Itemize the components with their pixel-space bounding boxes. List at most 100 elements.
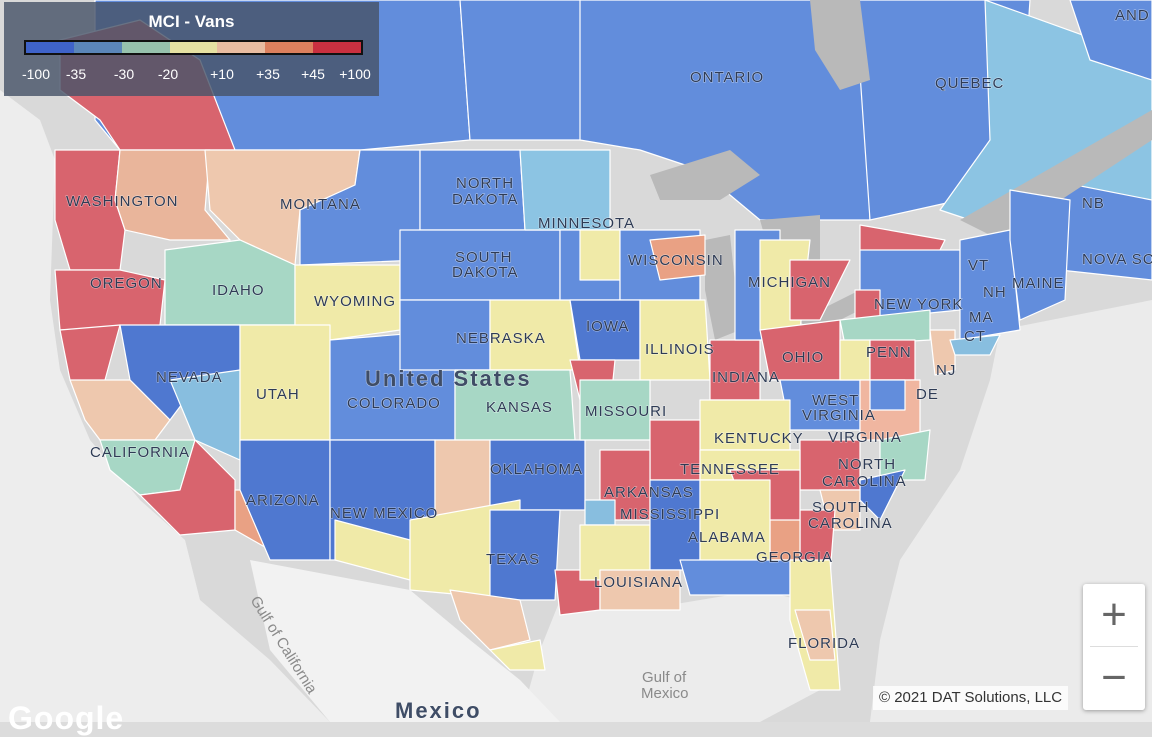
label-arizona: ARIZONA — [246, 492, 320, 509]
legend-swatch — [169, 42, 218, 53]
label-mississippi: MISSISSIPPI — [620, 506, 720, 523]
region-tx-south[interactable] — [489, 639, 546, 671]
zoom-in-button[interactable]: + — [1101, 590, 1127, 639]
legend-swatch — [121, 42, 170, 53]
label-north-dakota-2: DAKOTA — [452, 191, 519, 208]
pacific-ocean — [0, 90, 330, 722]
legend-swatch — [217, 42, 266, 53]
label-kansas: KANSAS — [486, 399, 553, 416]
region-oregon[interactable] — [54, 269, 166, 331]
label-washington: WASHINGTON — [66, 193, 179, 210]
region-illinois[interactable] — [639, 299, 711, 381]
label-south-carolina-1: SOUTH — [812, 499, 870, 516]
label-west-virginia-1: WEST — [812, 392, 859, 409]
region-mn-twin-cities[interactable] — [579, 229, 621, 281]
freight-market-map[interactable]: ONTARIO QUEBEC NB NOVA SC AND WASHINGTON… — [0, 0, 1152, 722]
legend-title: MCI - Vans — [148, 12, 235, 31]
region-florida-central[interactable] — [794, 609, 836, 661]
label-quebec: QUEBEC — [935, 75, 1004, 92]
region-ca-south[interactable] — [139, 439, 236, 536]
label-tennessee: TENNESSEE — [680, 461, 780, 478]
label-north-carolina-1: NORTH — [838, 456, 896, 473]
region-louisiana-south[interactable] — [599, 569, 681, 611]
region-wi-north[interactable] — [649, 234, 706, 281]
label-nebraska: NEBRASKA — [456, 330, 546, 347]
label-iowa: IOWA — [586, 318, 629, 335]
label-wisconsin: WISCONSIN — [628, 252, 724, 269]
region-tx-san-antonio[interactable] — [449, 589, 531, 651]
legend-tick-label: +45 — [301, 66, 325, 82]
label-louisiana: LOUISIANA — [594, 574, 683, 591]
legend-tick-label: +35 — [256, 66, 280, 82]
label-kentucky: KENTUCKY — [714, 430, 804, 447]
lake-superior — [650, 150, 760, 200]
legend-swatch — [73, 42, 122, 53]
region-nj[interactable] — [929, 329, 956, 376]
label-nh: NH — [983, 284, 1007, 301]
label-north-carolina-2: CAROLINA — [822, 473, 907, 490]
region-wyoming[interactable] — [294, 264, 401, 341]
label-new-york: NEW YORK — [874, 296, 963, 313]
mexico-land — [250, 560, 560, 722]
zoom-control: + − — [1083, 584, 1145, 710]
region-arizona[interactable] — [239, 439, 331, 561]
label-nb: NB — [1082, 195, 1105, 212]
region-detroit[interactable] — [789, 259, 851, 321]
hudson-bay — [810, 0, 870, 90]
legend-tick-label: -100 — [21, 66, 51, 82]
label-newfoundland: AND — [1115, 7, 1150, 24]
label-montana: MONTANA — [280, 196, 361, 213]
label-ct: CT — [964, 328, 986, 345]
region-utah[interactable] — [239, 324, 331, 441]
attribution: © 2021 DAT Solutions, LLC — [873, 686, 1069, 710]
region-saskatchewan[interactable] — [459, 0, 601, 141]
legend-tick-label: -30 — [113, 66, 135, 82]
label-nj: NJ — [936, 362, 956, 379]
legend-swatch — [26, 42, 74, 53]
region-long-island[interactable] — [949, 334, 1001, 356]
atlantic-ocean — [870, 300, 1152, 722]
label-idaho: IDAHO — [212, 282, 265, 299]
label-alabama: ALABAMA — [688, 529, 766, 546]
label-maine: MAINE — [1012, 275, 1065, 292]
label-wyoming: WYOMING — [314, 293, 396, 310]
label-ontario: ONTARIO — [690, 69, 764, 86]
label-florida: FLORIDA — [788, 635, 860, 652]
zoom-divider — [1090, 646, 1138, 647]
region-maine[interactable] — [1009, 189, 1071, 321]
label-west-virginia-2: VIRGINIA — [802, 407, 876, 424]
gulf-of-mexico — [520, 590, 820, 722]
lake-michigan — [705, 235, 740, 340]
label-united-states: United States — [365, 366, 532, 391]
zoom-out-button[interactable]: − — [1101, 653, 1127, 702]
label-illinois: ILLINOIS — [645, 341, 715, 358]
label-michigan: MICHIGAN — [748, 274, 831, 291]
label-indiana: INDIANA — [712, 369, 780, 386]
region-tx-dallas[interactable] — [489, 509, 561, 601]
legend-tick-label: -20 — [157, 66, 179, 82]
label-nova-scotia: NOVA SC — [1082, 251, 1152, 268]
google-logo: Google — [8, 700, 125, 736]
label-texas: TEXAS — [486, 551, 540, 568]
label-ohio: OHIO — [782, 349, 824, 366]
region-new-england[interactable] — [959, 229, 1021, 341]
label-minnesota: MINNESOTA — [538, 215, 635, 232]
label-south-carolina-2: CAROLINA — [808, 515, 893, 532]
region-ark-south[interactable] — [584, 499, 616, 526]
region-washington-west[interactable] — [54, 149, 126, 271]
label-mexico: Mexico — [395, 698, 482, 722]
label-penn: PENN — [866, 344, 912, 361]
label-virginia: VIRGINIA — [828, 429, 902, 446]
legend-swatch — [265, 42, 314, 53]
label-de: DE — [916, 386, 939, 403]
label-ma: MA — [969, 309, 994, 326]
region-penn-north[interactable] — [839, 309, 931, 346]
label-south-dakota-1: SOUTH — [455, 249, 513, 266]
st-lawrence-gulf — [960, 110, 1152, 240]
region-nc-east[interactable] — [879, 429, 931, 481]
region-dc[interactable] — [869, 379, 906, 411]
label-gulf-of-mexico-1: Gulf of — [642, 669, 687, 686]
region-labrador[interactable] — [1069, 0, 1152, 81]
label-utah: UTAH — [256, 386, 300, 403]
legend-tick-label: +10 — [210, 66, 234, 82]
